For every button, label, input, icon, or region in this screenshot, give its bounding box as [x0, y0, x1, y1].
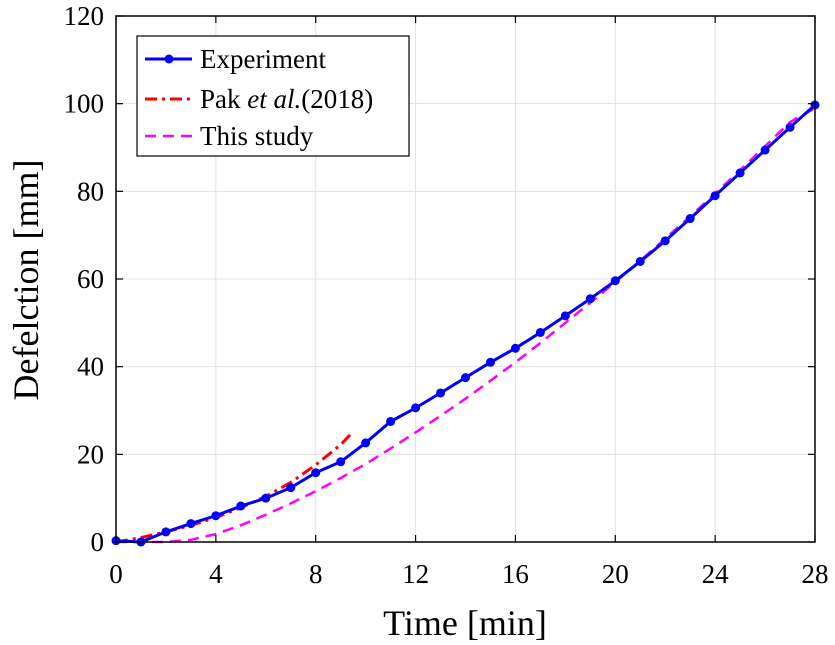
x-axis-label: Time [min]	[383, 603, 547, 643]
legend-label-pak-etal: et al.	[247, 84, 301, 114]
experiment-point	[685, 214, 695, 224]
experiment-point	[236, 501, 246, 511]
experiment-point	[585, 294, 595, 304]
x-tick-label: 16	[502, 559, 529, 589]
experiment-point	[311, 468, 321, 478]
x-tick-label: 12	[402, 559, 429, 589]
experiment-point	[535, 327, 545, 337]
x-tick-label: 0	[109, 559, 123, 589]
series-this-study	[116, 107, 816, 544]
legend-marker-experiment	[164, 54, 174, 64]
y-tick-label: 100	[64, 89, 105, 119]
legend-entry-pak: Pak et al.(2018)	[145, 84, 373, 114]
y-tick-label: 80	[77, 176, 104, 206]
experiment-point	[161, 527, 171, 537]
tick-labels: 0 4 8 12 16 20 24 28 0 20 40 60 80 100 120	[64, 1, 829, 589]
experiment-point	[211, 511, 221, 521]
axis-ticks	[115, 15, 816, 543]
experiment-point	[186, 519, 196, 529]
plot-series	[111, 100, 820, 547]
y-axis-label: Defelction [mm]	[6, 160, 46, 401]
experiment-point	[485, 357, 495, 367]
experiment-point	[261, 493, 271, 503]
y-tick-label: 20	[77, 439, 104, 469]
legend-label-this-study: This study	[200, 121, 314, 151]
legend-label-pak: Pak et al.(2018)	[200, 84, 373, 114]
x-tick-label: 28	[802, 559, 829, 589]
experiment-point	[635, 256, 645, 266]
experiment-point	[785, 122, 795, 132]
x-tick-label: 24	[702, 559, 730, 589]
x-tick-label: 20	[602, 559, 629, 589]
x-tick-label: 8	[309, 559, 323, 589]
series-experiment	[115, 103, 816, 544]
legend-entry-experiment: Experiment	[145, 44, 326, 74]
experiment-point	[361, 438, 371, 448]
y-tick-label: 40	[77, 352, 104, 382]
legend-label-pak-author: Pak	[200, 84, 247, 114]
experiment-point	[610, 276, 620, 286]
legend-label-experiment: Experiment	[200, 44, 326, 74]
experiment-point	[336, 457, 346, 467]
experiment-point	[735, 168, 745, 178]
y-tick-label: 0	[91, 527, 105, 557]
experiment-point	[510, 343, 520, 353]
experiment-point	[560, 311, 570, 321]
experiment-point	[436, 388, 446, 398]
experiment-point	[660, 236, 670, 246]
legend-label-pak-year: (2018)	[301, 84, 373, 114]
x-tick-label: 4	[209, 559, 223, 589]
experiment-point	[411, 403, 421, 413]
legend: Experiment Pak et al.(2018) This study	[136, 35, 410, 157]
legend-entry-this-study: This study	[145, 121, 314, 151]
series-pak-2018	[115, 430, 355, 544]
experiment-point	[286, 483, 296, 493]
experiment-point	[710, 191, 720, 201]
experiment-point	[461, 373, 470, 383]
y-tick-label: 60	[77, 264, 104, 294]
experiment-point	[760, 145, 770, 155]
y-tick-label: 120	[64, 1, 105, 31]
experiment-point	[386, 416, 396, 426]
